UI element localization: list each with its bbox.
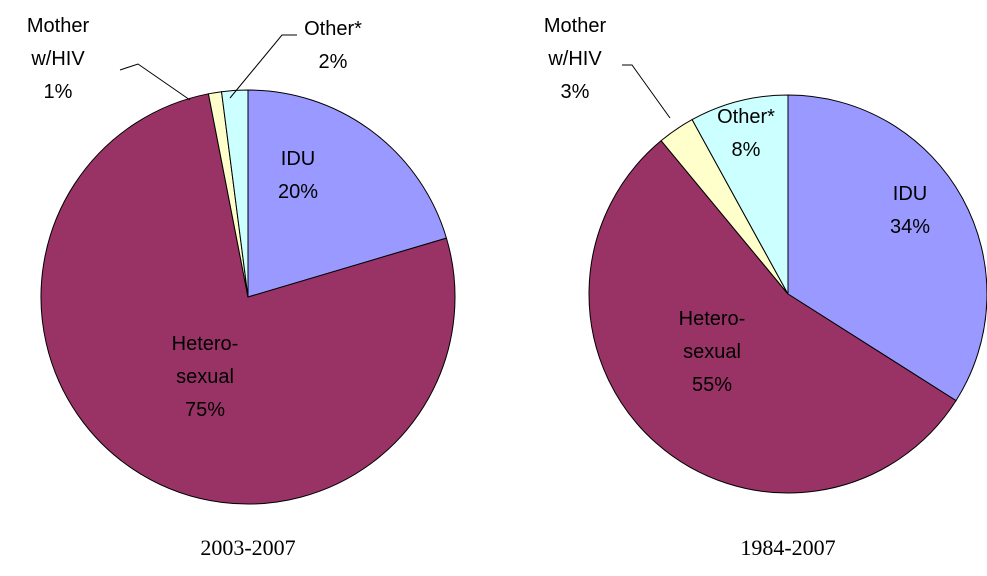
slice-value-label: 2%: [319, 51, 348, 73]
leader-line: [622, 64, 671, 119]
slice-label: IDU: [281, 148, 315, 170]
slice-label: Other*: [717, 106, 775, 128]
slice-label: Hetero-sexual: [679, 308, 746, 363]
chart-subtitle: 1984-2007: [740, 535, 835, 560]
slice-value-label: 34%: [890, 216, 930, 238]
slice-value-label: 3%: [561, 81, 590, 103]
slice-value-label: 1%: [44, 81, 73, 103]
pie-slice: [691, 94, 789, 295]
pie-slice: [588, 139, 957, 494]
pie-slice: [787, 94, 987, 402]
slice-value-label: 75%: [185, 399, 225, 421]
pie-slice: [247, 89, 448, 298]
slice-value-label: 20%: [278, 181, 318, 203]
pie-slice: [220, 89, 249, 298]
slice-value-label: 55%: [692, 374, 732, 396]
leader-line: [229, 34, 297, 99]
slice-label: Hetero-sexual: [172, 333, 239, 388]
slice-label: Mother w/HIV: [544, 15, 607, 70]
pie-slice: [40, 93, 456, 505]
slice-value-label: 8%: [732, 139, 761, 161]
chart-subtitle: 2003-2007: [200, 535, 295, 560]
leader-line: [119, 63, 191, 101]
slice-label: IDU: [893, 183, 927, 205]
slice-label: Other*: [304, 18, 362, 40]
slice-label: Mother w/HIV: [27, 15, 90, 70]
